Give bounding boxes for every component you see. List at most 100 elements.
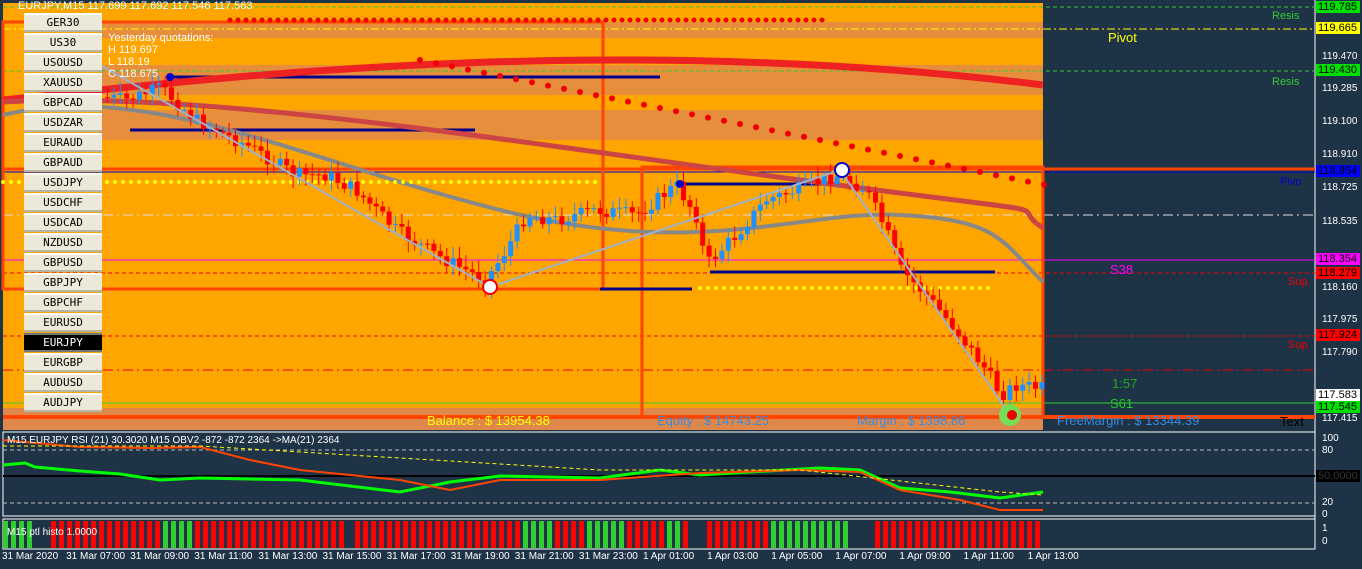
candle-body: [751, 210, 757, 228]
symbol-button-nzdusd[interactable]: NZDUSD: [24, 233, 102, 252]
sar-dot: [267, 17, 273, 23]
candle-body: [1039, 382, 1045, 389]
resistance-label: Resis: [1272, 10, 1300, 22]
symbol-button-usdzar[interactable]: USDZAR: [24, 113, 102, 132]
symbol-button-gbpcad[interactable]: GBPCAD: [24, 93, 102, 112]
level-dot: [730, 286, 734, 290]
time-label: 31 Mar 15:00: [322, 551, 382, 562]
histo-bar-down: [723, 521, 728, 548]
price-tick: 117.415: [1322, 413, 1358, 425]
level-dot: [914, 286, 918, 290]
histo-bar-down: [1027, 521, 1032, 548]
symbol-button-usdcad[interactable]: USDCAD: [24, 213, 102, 232]
ma-fast: [2, 104, 1045, 284]
candle-body: [111, 94, 117, 98]
candle-body: [597, 208, 603, 214]
histo-bar-up: [603, 521, 608, 548]
candle-body: [617, 207, 622, 209]
symbol-button-euraud[interactable]: EURAUD: [24, 133, 102, 152]
symbol-button-gbpaud[interactable]: GBPAUD: [24, 153, 102, 172]
symbol-button-audjpy[interactable]: AUDJPY: [24, 393, 102, 412]
symbol-button-audusd[interactable]: AUDUSD: [24, 373, 102, 392]
candle-body: [348, 181, 354, 189]
candle-body: [489, 271, 494, 287]
level-dot: [794, 286, 798, 290]
time-label: 1 Apr 03:00: [707, 551, 759, 562]
candle-body: [233, 135, 238, 147]
symbol-button-gbpchf[interactable]: GBPCHF: [24, 293, 102, 312]
level-dot: [529, 180, 533, 184]
candle-body: [905, 264, 910, 276]
price-tag: 118.354: [1316, 253, 1360, 266]
level-dot: [714, 286, 718, 290]
candle-body: [713, 256, 718, 260]
time-label: 31 Mar 17:00: [386, 551, 446, 562]
histo-bar-down: [979, 521, 984, 548]
histo-bar-up: [595, 521, 600, 548]
candle-body: [329, 172, 334, 181]
sar-dot: [627, 17, 633, 23]
histo-bar-down: [755, 521, 760, 548]
candle-body: [149, 84, 155, 95]
histo-bar-down: [507, 521, 512, 548]
sar-dot: [531, 17, 537, 23]
sar-dot: [619, 17, 625, 23]
symbol-button-eurusd[interactable]: EURUSD: [24, 313, 102, 332]
candle-body: [745, 227, 750, 235]
candle-body: [399, 223, 405, 227]
level-dot: [858, 286, 862, 290]
sar-dot: [307, 17, 313, 23]
support-label-2: Sup: [1288, 339, 1308, 351]
candle-body: [412, 240, 418, 245]
symbol-button-eurjpy[interactable]: EURJPY: [24, 333, 102, 352]
resistance-label-2: Resis: [1272, 76, 1300, 88]
sar-dot: [723, 17, 729, 23]
candle-body: [201, 114, 206, 130]
level-dot: [521, 180, 525, 184]
histo-bar-up: [523, 521, 528, 548]
ratio-label: 1:57: [1112, 376, 1138, 391]
histo-bar-up: [803, 521, 808, 548]
symbol-button-xauusd[interactable]: XAUUSD: [24, 73, 102, 92]
candle-body: [533, 217, 539, 219]
parabolic-sar-dots: [1, 17, 1047, 290]
histo-bar-up: [163, 521, 168, 548]
candle-body: [124, 93, 130, 99]
histo-bar-up: [531, 521, 536, 548]
candle-body: [207, 128, 213, 130]
level-dot: [313, 180, 317, 184]
sar-dot: [929, 159, 935, 166]
sar-dot: [817, 137, 823, 143]
candle-body: [629, 207, 635, 213]
candle-body: [156, 83, 162, 85]
symbol-button-ger30[interactable]: GER30: [24, 13, 102, 32]
symbol-button-usousd[interactable]: USOUSD: [24, 53, 102, 72]
histo-bar-down: [443, 521, 448, 548]
histo-bar-up: [3, 521, 8, 548]
candle-body: [540, 217, 546, 225]
symbol-button-gbpusd[interactable]: GBPUSD: [24, 253, 102, 272]
sar-dot: [379, 17, 385, 23]
candle-body: [949, 318, 955, 330]
sar-dot: [785, 130, 791, 137]
support-label: Sup: [1288, 276, 1308, 288]
level-dot: [433, 180, 437, 184]
symbol-button-eurgbp[interactable]: EURGBP: [24, 353, 102, 372]
symbol-button-usdjpy[interactable]: USDJPY: [24, 173, 102, 192]
symbol-button-gbpjpy[interactable]: GBPJPY: [24, 273, 102, 292]
histo-bar-down: [1019, 521, 1024, 548]
sar-dot: [611, 17, 617, 23]
histo-bar-down: [395, 521, 400, 548]
symbol-button-us30[interactable]: US30: [24, 33, 102, 52]
histo-bar-down: [651, 521, 656, 548]
rsi-level-tag: 50.0000: [1316, 470, 1360, 482]
level-dot: [770, 286, 774, 290]
time-label: 31 Mar 13:00: [258, 551, 318, 562]
level-dot: [890, 286, 894, 290]
sar-dot: [491, 17, 497, 23]
symbol-button-usdchf[interactable]: USDCHF: [24, 193, 102, 212]
candle-body: [303, 168, 309, 175]
sar-dot: [435, 17, 441, 23]
price-tag: 118.854: [1316, 165, 1360, 178]
